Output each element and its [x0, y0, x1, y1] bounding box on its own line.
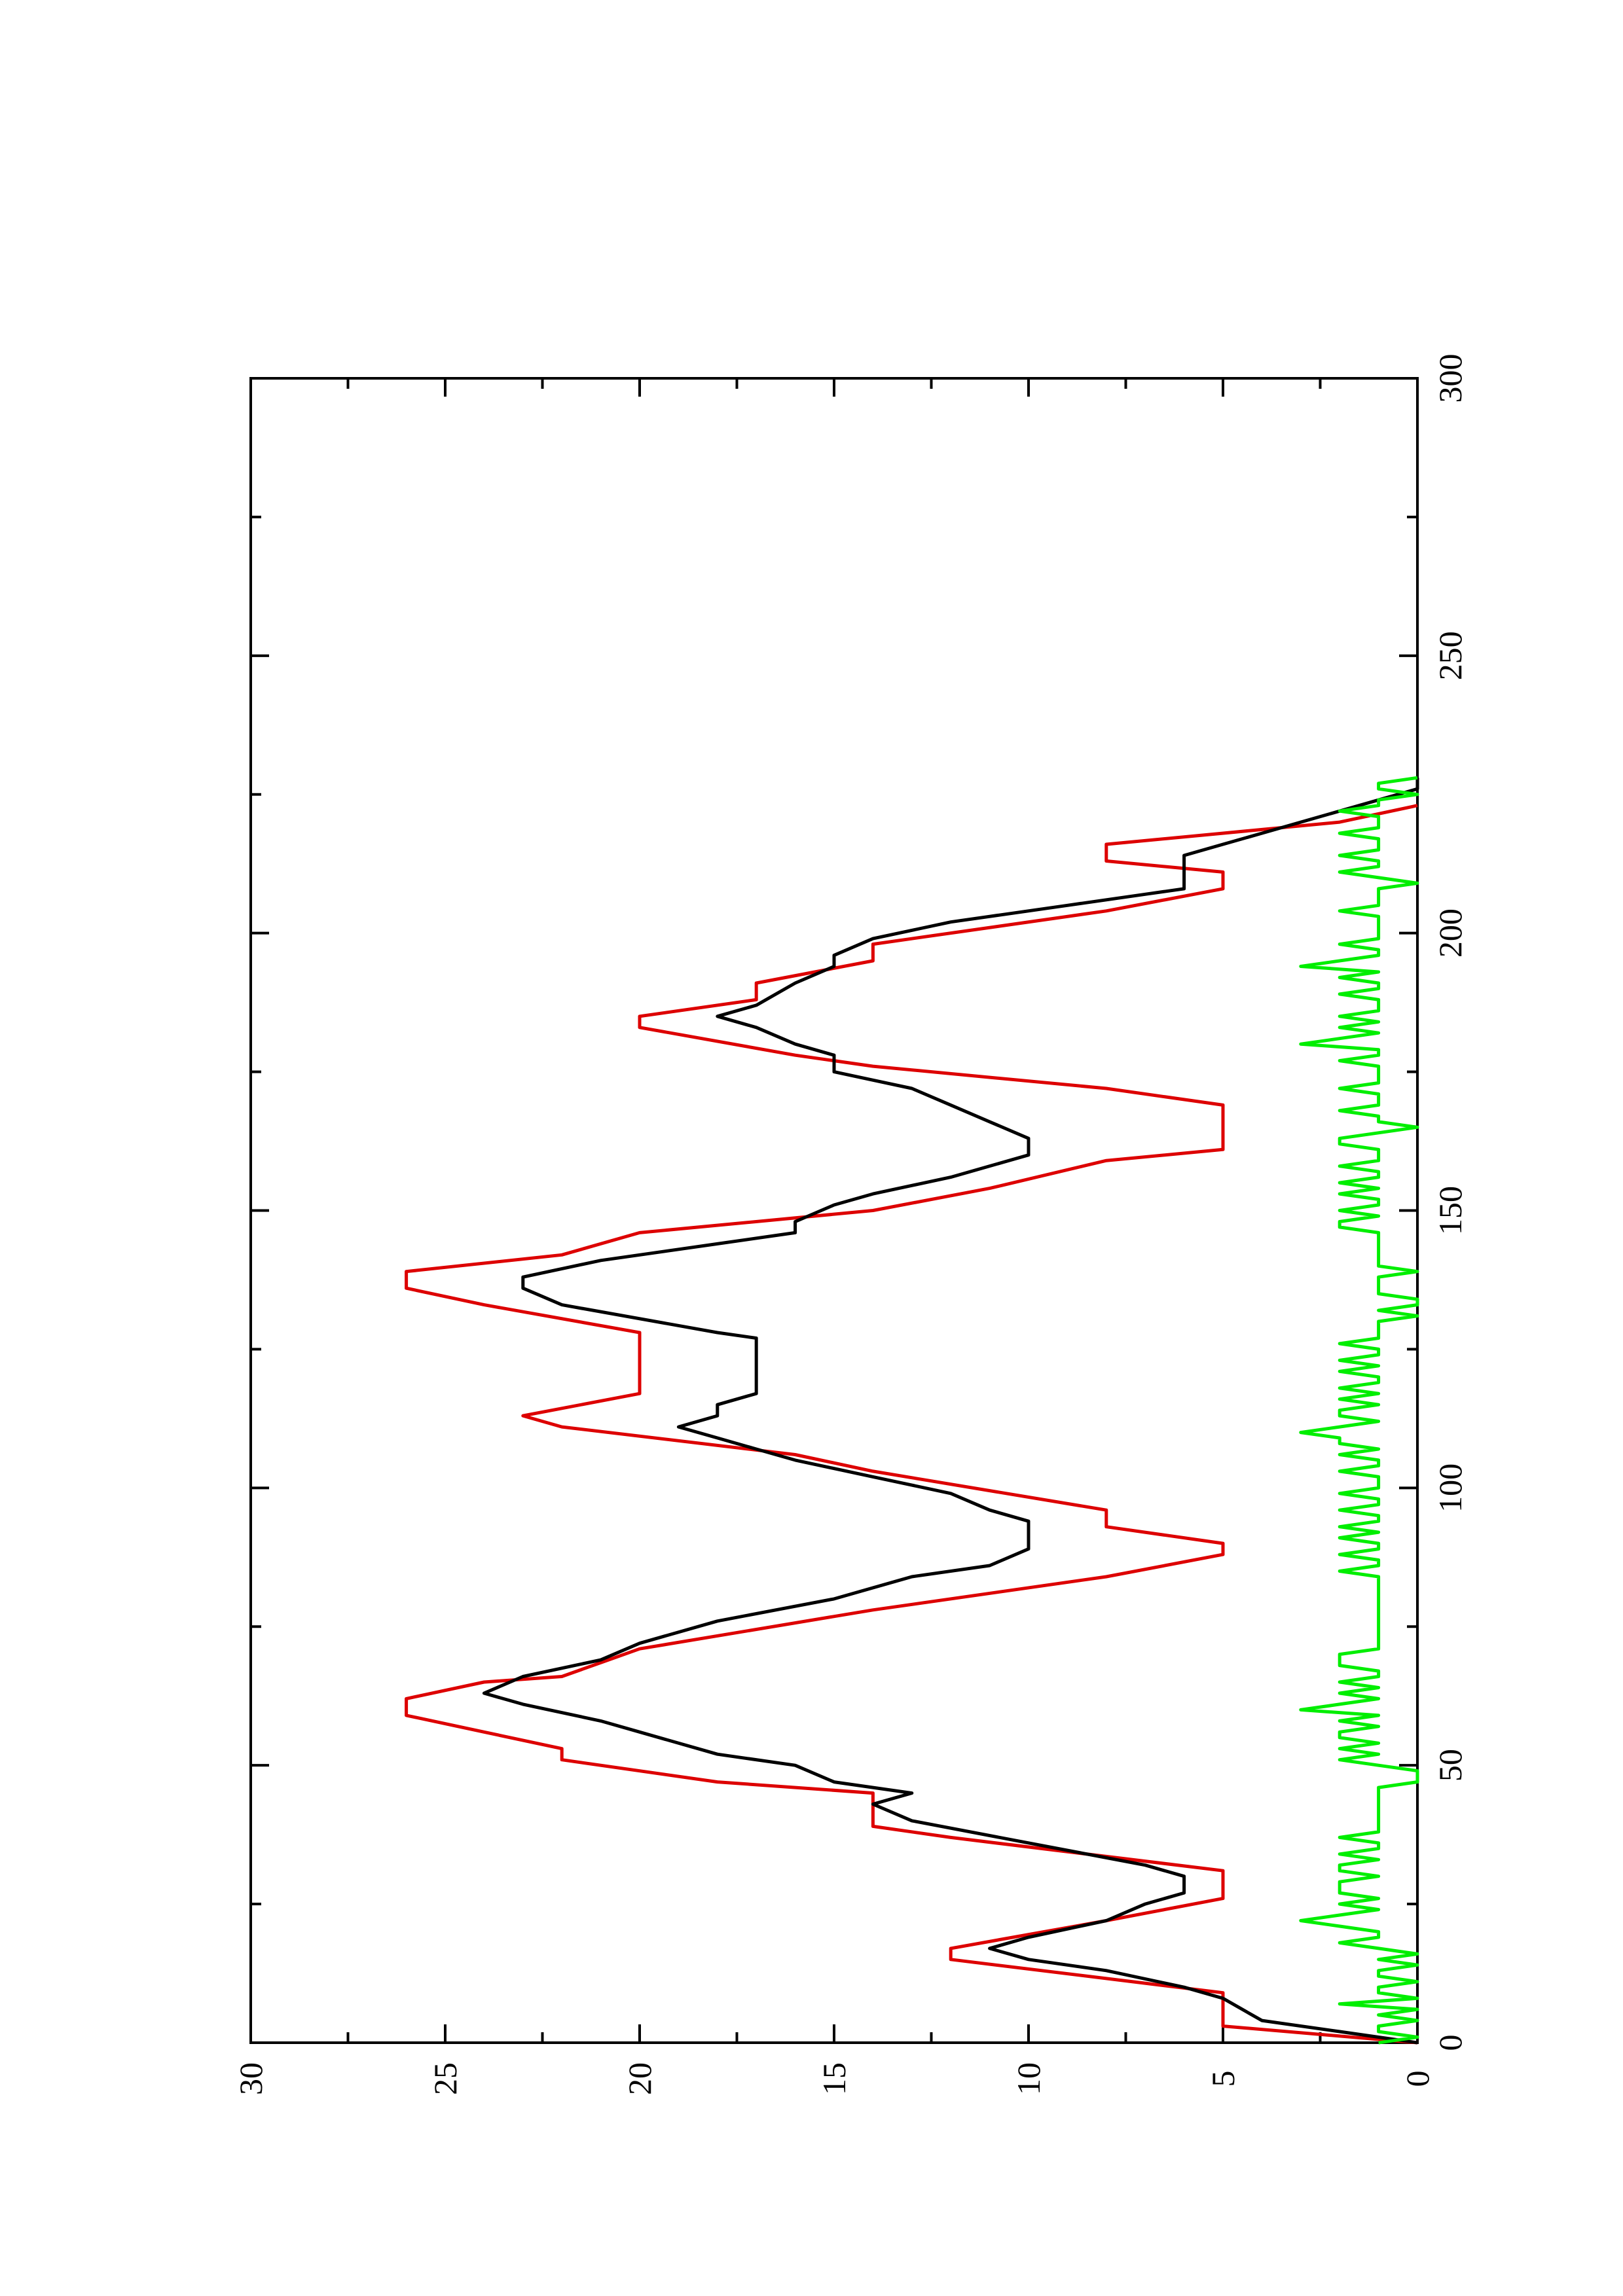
y-tick-label: 5 [1205, 2071, 1241, 2087]
series-green-line [1299, 776, 1419, 2045]
x-tick-label: 300 [1432, 354, 1468, 403]
axis-ticks [249, 377, 1419, 2044]
x-tick-label: 50 [1432, 1749, 1468, 1782]
y-tick-label: 15 [816, 2062, 852, 2095]
x-tick-label: 200 [1432, 908, 1468, 958]
plot-frame [249, 377, 1419, 2044]
y-tick-label: 10 [1010, 2062, 1047, 2095]
x-tick-label: 150 [1432, 1186, 1468, 1235]
x-tick-label: 250 [1432, 631, 1468, 680]
y-tick-label: 0 [1399, 2071, 1436, 2087]
y-tick-label: 25 [427, 2062, 464, 2095]
y-axis-tick-labels: 0 5 10 15 20 25 30 [232, 2062, 1436, 2095]
y-tick-label: 20 [621, 2062, 658, 2095]
x-tick-label: 0 [1432, 2035, 1468, 2051]
x-axis-tick-labels: 0 50 100 150 200 250 300 [1432, 354, 1468, 2051]
x-tick-label: 100 [1432, 1463, 1468, 1513]
y-tick-label: 30 [232, 2062, 269, 2095]
series-black-line [482, 778, 1419, 2045]
series-red-line [405, 804, 1418, 2045]
series-lines [405, 776, 1419, 2045]
